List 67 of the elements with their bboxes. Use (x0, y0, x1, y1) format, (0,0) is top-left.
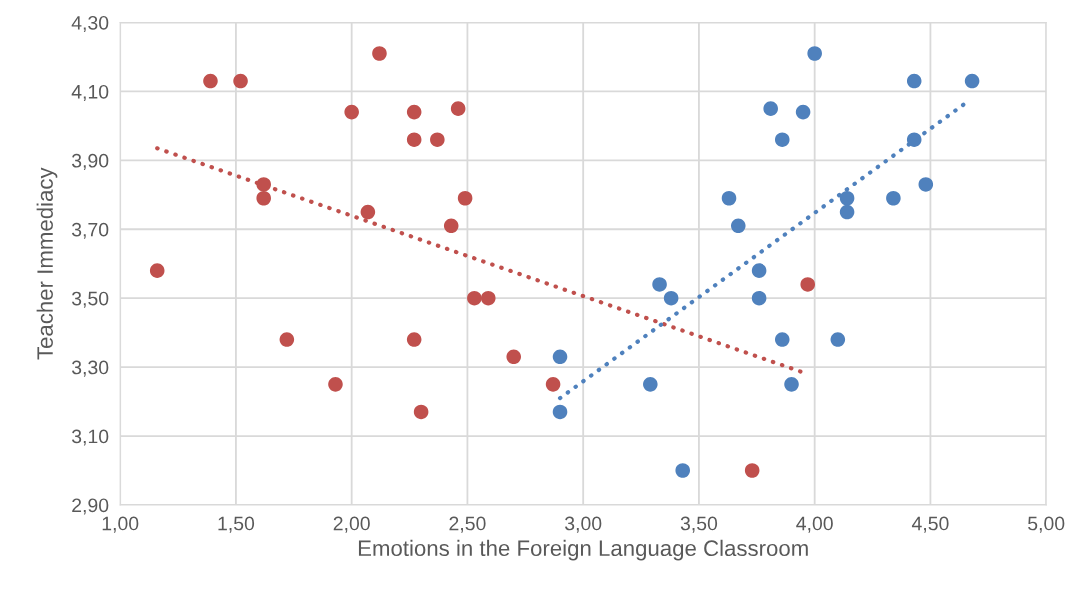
point (643, 377, 658, 392)
x-tick-label: 5,00 (1028, 516, 1065, 533)
point (149, 263, 165, 278)
point (751, 290, 767, 306)
point (480, 290, 496, 306)
x-tick-label: 1,00 (102, 516, 139, 533)
point (839, 204, 855, 220)
point (256, 177, 271, 192)
point (807, 46, 822, 61)
y-tick-label: 4,10 (71, 84, 109, 101)
point (552, 404, 568, 420)
point (360, 204, 376, 220)
y-tick-label: 3,70 (71, 222, 109, 239)
point (918, 177, 934, 192)
point (800, 277, 816, 292)
point (675, 463, 690, 478)
x-tick-label: 1,50 (218, 516, 255, 533)
point (751, 263, 767, 278)
point (279, 332, 295, 347)
x-tick-label: 2,00 (333, 516, 370, 533)
point (506, 349, 522, 365)
x-tick-label: 4,50 (911, 516, 949, 533)
point (457, 190, 473, 206)
point (233, 73, 248, 89)
point (552, 349, 568, 365)
point (430, 132, 445, 147)
y-axis-title: Teacher Immediacy (36, 167, 58, 360)
point (721, 190, 737, 206)
point (450, 101, 466, 116)
point (344, 104, 359, 120)
x-tick-label: 3,50 (680, 516, 718, 533)
point (774, 132, 790, 147)
point (545, 377, 561, 392)
point (406, 332, 422, 347)
point (830, 332, 846, 347)
x-tick-label: 4,00 (796, 516, 833, 533)
point (731, 218, 746, 234)
y-tick-label: 3,90 (71, 153, 109, 170)
point (964, 73, 980, 89)
point (663, 290, 679, 306)
point (413, 404, 429, 420)
point (839, 190, 855, 206)
x-axis-title: Emotions in the Foreign Language Classroom (358, 539, 808, 561)
point (372, 46, 387, 61)
point (467, 290, 482, 306)
point (328, 377, 343, 392)
point (443, 218, 459, 234)
point (744, 463, 760, 478)
point (784, 377, 799, 392)
point (652, 277, 667, 292)
point (906, 132, 922, 147)
x-tick-label: 2,50 (449, 516, 486, 533)
point (886, 190, 901, 206)
point (406, 104, 422, 120)
point (906, 73, 922, 89)
point (763, 101, 778, 116)
y-tick-label: 3,50 (71, 291, 109, 308)
y-tick-label: 3,10 (71, 429, 109, 446)
x-tick-label: 3,00 (565, 516, 602, 533)
point (203, 73, 218, 89)
point (256, 190, 271, 206)
y-tick-label: 2,90 (72, 498, 109, 515)
point (795, 104, 811, 120)
y-tick-label: 3,30 (71, 360, 109, 377)
point (774, 332, 790, 347)
point (406, 132, 422, 147)
y-tick-label: 4,30 (71, 15, 109, 33)
